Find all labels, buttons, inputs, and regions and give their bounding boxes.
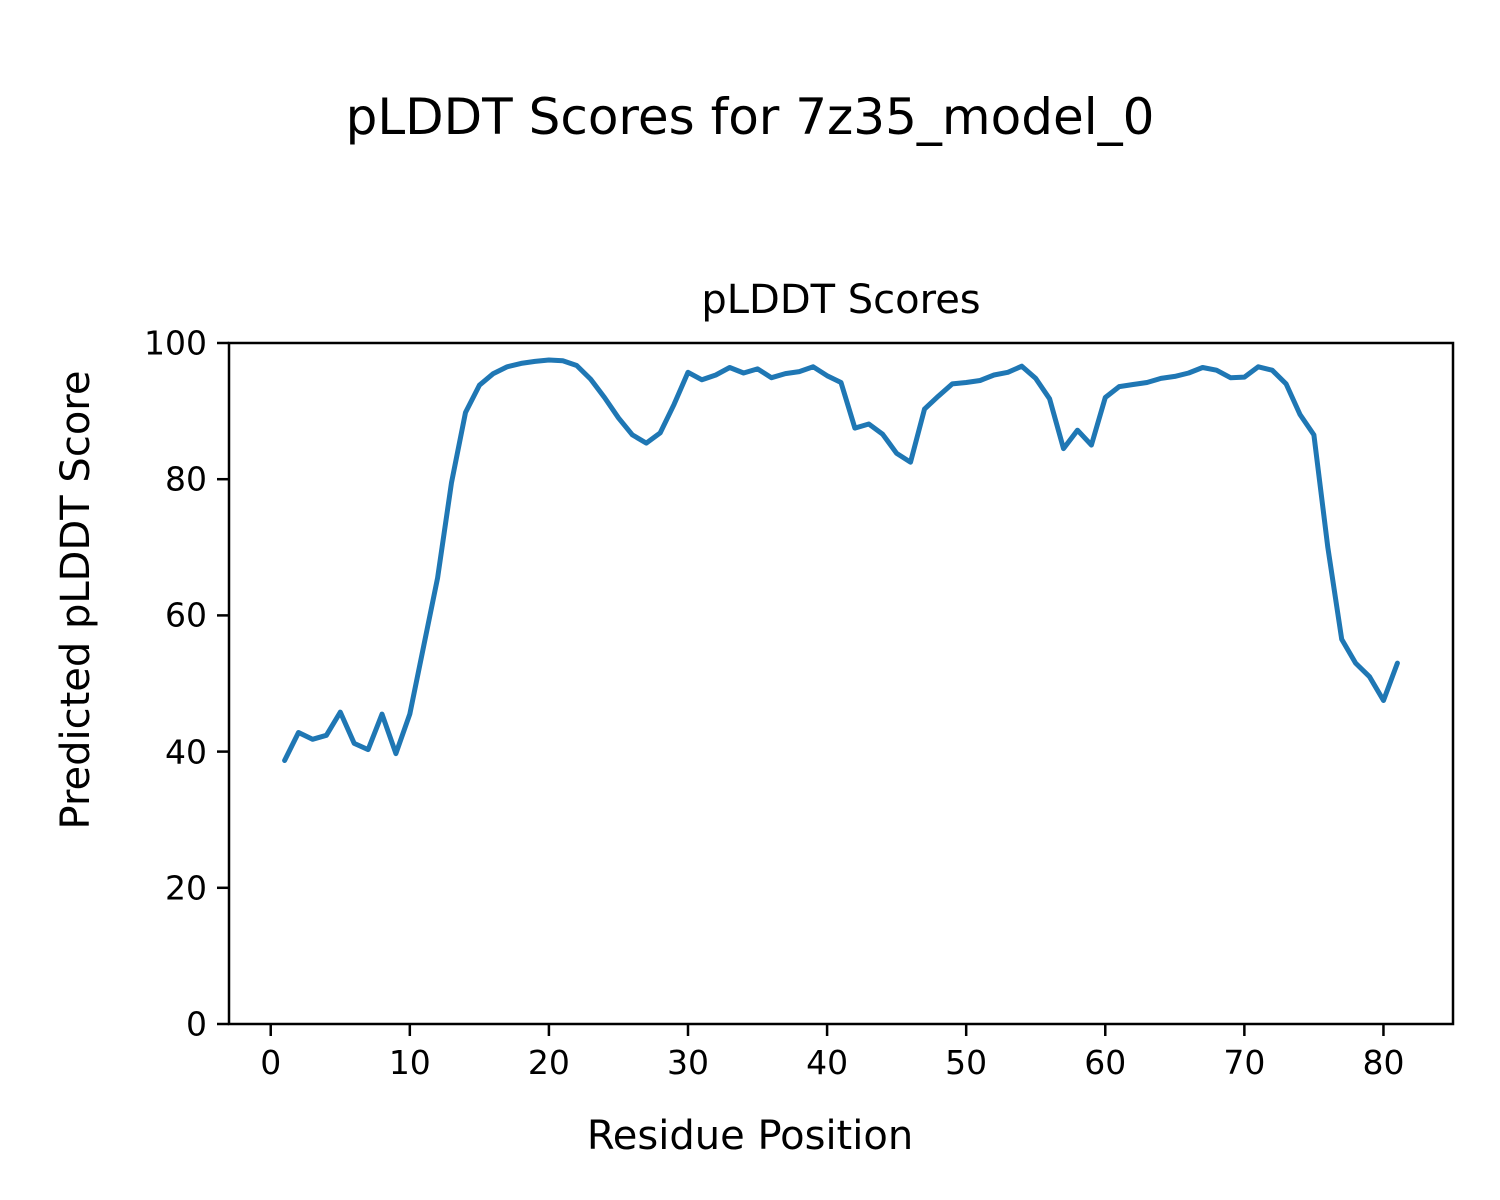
x-axis-label: Residue Position <box>586 1113 914 1159</box>
x-tick-label: 40 <box>806 1043 849 1082</box>
y-tick-label: 40 <box>165 732 207 772</box>
x-tick-label: 70 <box>1223 1043 1266 1082</box>
tick-marks <box>217 341 1385 1036</box>
x-tick-label: 50 <box>945 1043 988 1082</box>
plddt-line <box>282 357 1400 763</box>
x-tick-label: 60 <box>1084 1043 1127 1082</box>
y-axis-label: Predicted pLDDT Score <box>53 370 99 830</box>
axes-spines <box>227 341 1455 1026</box>
y-tick-label: 0 <box>186 1004 207 1044</box>
x-tick-label: 30 <box>667 1043 709 1082</box>
y-tick-label: 20 <box>165 868 207 908</box>
x-tick-label: 10 <box>388 1043 431 1082</box>
x-tick-label: 80 <box>1362 1043 1405 1082</box>
x-tick-label: 0 <box>260 1043 282 1082</box>
figure-title: pLDDT Scores for 7z35_model_0 <box>345 88 1155 146</box>
y-tick-label: 60 <box>165 595 207 635</box>
x-tick-label: 20 <box>527 1043 570 1082</box>
y-tick-label: 80 <box>165 459 207 499</box>
axes-title: pLDDT Scores <box>701 277 981 323</box>
y-tick-label: 100 <box>144 323 207 363</box>
